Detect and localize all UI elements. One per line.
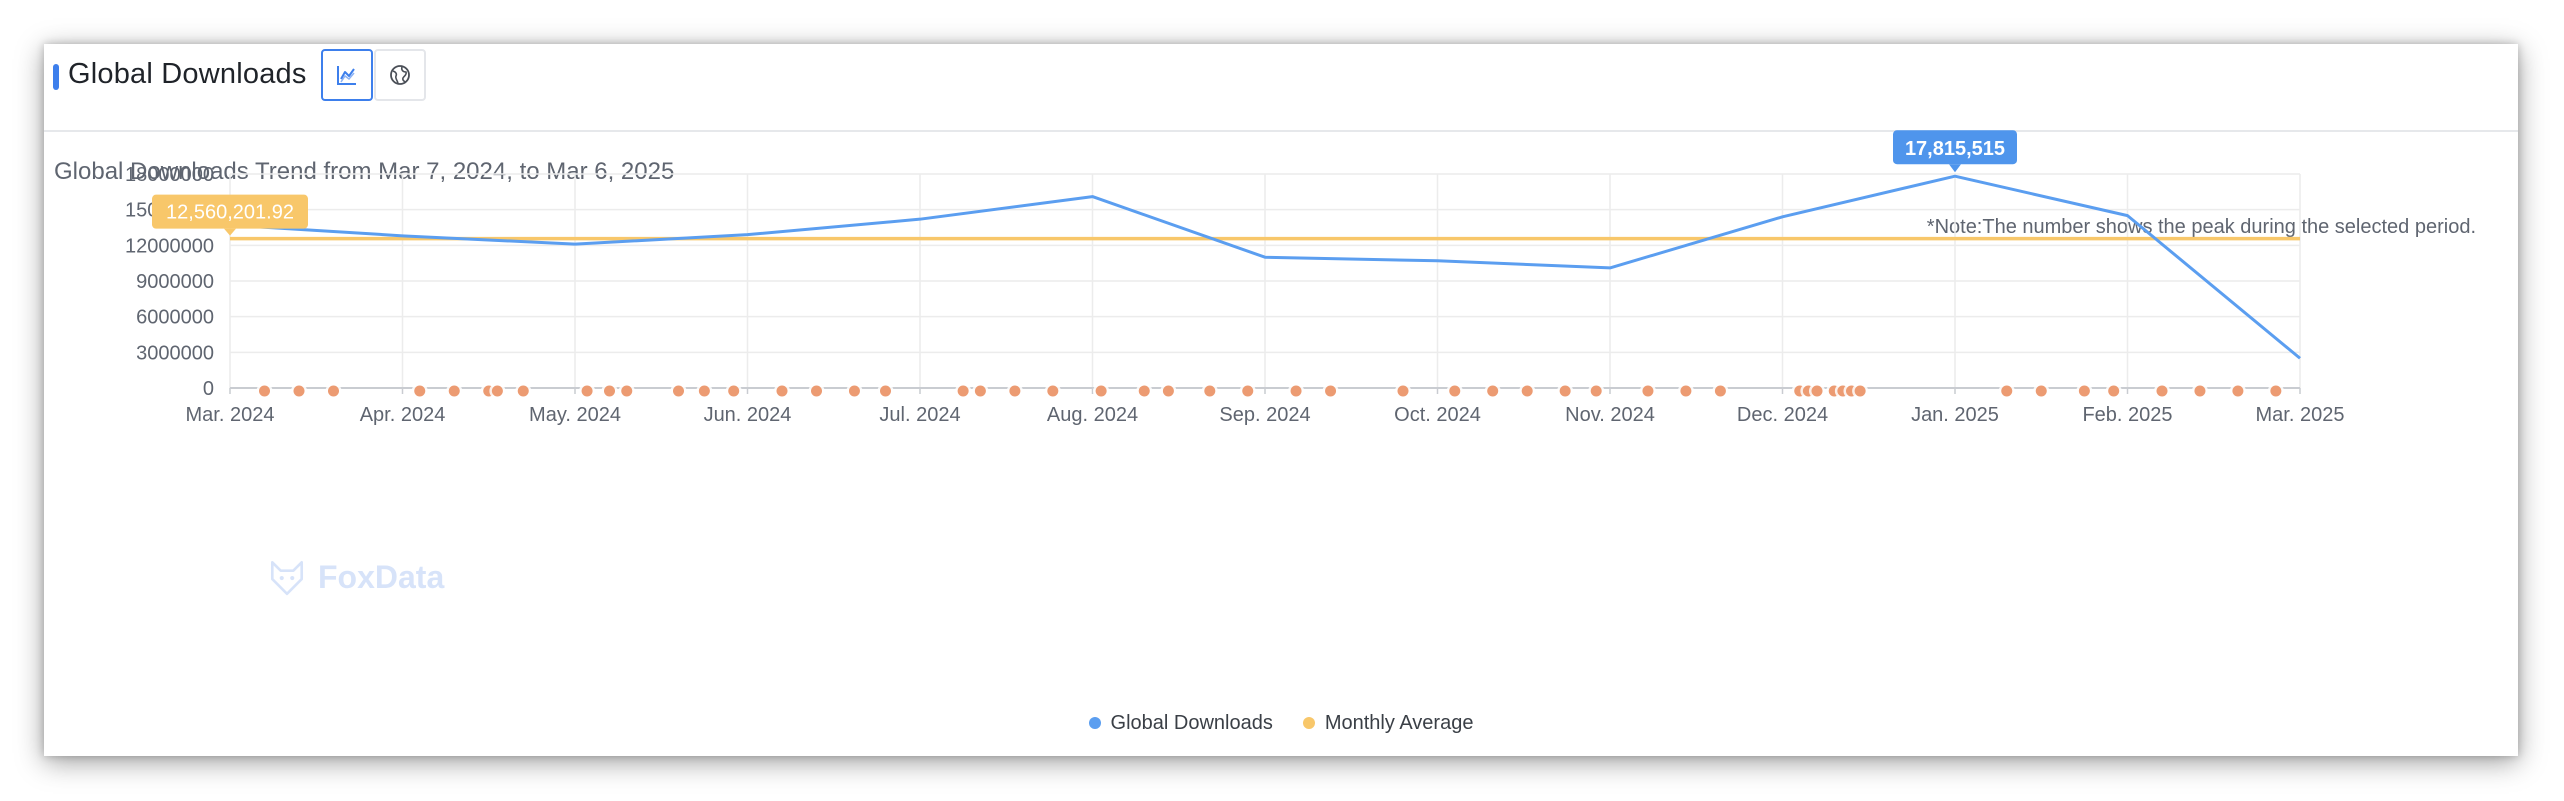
average-callout-pointer bbox=[224, 228, 236, 236]
event-marker bbox=[1242, 385, 1254, 397]
downloads-line-chart: 1800000015000000120000009000000600000030… bbox=[125, 130, 2345, 426]
event-marker bbox=[1559, 385, 1571, 397]
fox-logo-icon bbox=[270, 560, 304, 596]
legend-label: Monthly Average bbox=[1324, 711, 1474, 734]
event-marker bbox=[2194, 385, 2206, 397]
foxdata-watermark: FoxData bbox=[266, 556, 444, 598]
event-marker bbox=[1009, 385, 1021, 397]
x-tick-label: Mar. 2024 bbox=[186, 404, 275, 426]
peak-callout-label: 17,815,515 bbox=[1905, 138, 2005, 160]
event-marker bbox=[1449, 385, 1461, 397]
x-tick-label: Apr. 2024 bbox=[360, 404, 446, 426]
event-marker bbox=[328, 385, 339, 397]
event-marker bbox=[1642, 385, 1654, 397]
event-marker bbox=[604, 385, 615, 397]
event-marker bbox=[1047, 385, 1059, 397]
chart-subtitle: Global Downloads Trend from Mar 7, 2024,… bbox=[54, 158, 675, 185]
event-markers bbox=[256, 383, 2284, 399]
globe-icon bbox=[390, 65, 410, 85]
x-axis-ticks: Mar. 2024 Apr. 2024 May. 2024 Jun. 2024 Jul.… bbox=[186, 388, 2345, 426]
line-chart-icon bbox=[337, 66, 356, 85]
y-tick-label: 3000000 bbox=[136, 342, 214, 364]
map-tab-button[interactable] bbox=[374, 49, 426, 101]
legend-label: Global Downloads bbox=[1110, 711, 1273, 734]
y-tick-label: 0 bbox=[203, 378, 214, 400]
y-tick-label: 18000000 bbox=[125, 164, 214, 186]
average-callout-label: 12,560,201.92 bbox=[166, 202, 294, 224]
y-tick-label: 12000000 bbox=[125, 235, 214, 257]
chart-legend: Global Downloads Monthly Average bbox=[44, 708, 2518, 738]
event-marker bbox=[1590, 385, 1602, 397]
event-marker bbox=[491, 385, 503, 397]
card-title: Global Downloads bbox=[68, 58, 307, 90]
event-marker bbox=[728, 385, 740, 397]
average-callout-box bbox=[152, 194, 308, 229]
event-marker bbox=[1854, 385, 1866, 397]
y-tick-label: 6000000 bbox=[136, 307, 214, 329]
event-marker bbox=[517, 385, 529, 397]
x-tick-label: Jul. 2024 bbox=[879, 404, 960, 426]
peak-callout-pointer bbox=[1949, 164, 1961, 173]
event-marker bbox=[2232, 385, 2244, 397]
x-tick-label: Jan. 2025 bbox=[1911, 404, 1999, 426]
event-marker bbox=[1811, 385, 1823, 397]
event-marker bbox=[1487, 385, 1499, 397]
event-marker bbox=[848, 385, 860, 397]
event-marker bbox=[2156, 385, 2168, 397]
event-marker bbox=[776, 385, 788, 397]
chart-grid bbox=[229, 173, 2301, 389]
x-tick-label: Nov. 2024 bbox=[1565, 404, 1655, 426]
event-marker bbox=[1204, 385, 1216, 397]
legend-item-global-downloads[interactable]: Global Downloads bbox=[1088, 711, 1273, 735]
legend-dot bbox=[1302, 717, 1315, 729]
event-marker bbox=[2001, 385, 2013, 397]
event-marker bbox=[880, 385, 891, 397]
event-marker bbox=[2108, 385, 2120, 397]
card-header: Global Downloads bbox=[44, 44, 2518, 132]
event-marker bbox=[1521, 385, 1533, 397]
event-marker bbox=[1714, 385, 1726, 397]
event-marker bbox=[1325, 385, 1337, 397]
x-tick-label: Mar. 2025 bbox=[2256, 404, 2345, 426]
event-marker bbox=[259, 385, 270, 397]
event-marker bbox=[811, 385, 822, 397]
legend-item-monthly-average[interactable]: Monthly Average bbox=[1302, 711, 1474, 735]
event-marker bbox=[1397, 385, 1409, 397]
x-tick-label: May. 2024 bbox=[529, 404, 621, 426]
event-marker bbox=[2035, 385, 2047, 397]
watermark-text: FoxData bbox=[318, 558, 445, 595]
x-tick-label: Dec. 2024 bbox=[1737, 404, 1828, 426]
event-marker bbox=[2270, 385, 2282, 397]
event-marker bbox=[448, 385, 460, 397]
event-marker bbox=[673, 385, 684, 397]
x-tick-label: Sep. 2024 bbox=[1219, 404, 1310, 426]
event-marker bbox=[1138, 385, 1150, 397]
x-tick-label: Aug. 2024 bbox=[1047, 404, 1138, 426]
event-marker bbox=[1680, 385, 1692, 397]
title-accent-bar bbox=[53, 64, 59, 90]
peak-callout-box bbox=[1893, 130, 2017, 165]
event-marker bbox=[957, 385, 969, 397]
event-marker bbox=[698, 385, 710, 397]
event-marker bbox=[621, 385, 633, 397]
x-tick-label: Jun. 2024 bbox=[704, 404, 792, 426]
line-chart-tab-button[interactable] bbox=[321, 49, 373, 101]
event-marker bbox=[1290, 385, 1302, 397]
event-marker bbox=[2078, 385, 2090, 397]
downloads-card: Global Downloads Global Downloads Trend … bbox=[44, 44, 2518, 756]
event-marker bbox=[293, 385, 305, 397]
y-tick-label: 9000000 bbox=[136, 271, 214, 293]
peak-note: *Note:The number shows the peak during t… bbox=[1926, 216, 2476, 238]
event-marker bbox=[414, 385, 426, 397]
x-tick-label: Feb. 2025 bbox=[2082, 404, 2172, 426]
chart-callouts: 17,815,515 12,560,201.92 bbox=[152, 130, 2017, 236]
x-tick-label: Oct. 2024 bbox=[1394, 404, 1481, 426]
event-marker bbox=[974, 385, 986, 397]
event-marker bbox=[1095, 385, 1107, 397]
event-marker bbox=[1162, 385, 1174, 397]
legend-dot bbox=[1088, 717, 1101, 729]
event-marker bbox=[581, 385, 593, 397]
